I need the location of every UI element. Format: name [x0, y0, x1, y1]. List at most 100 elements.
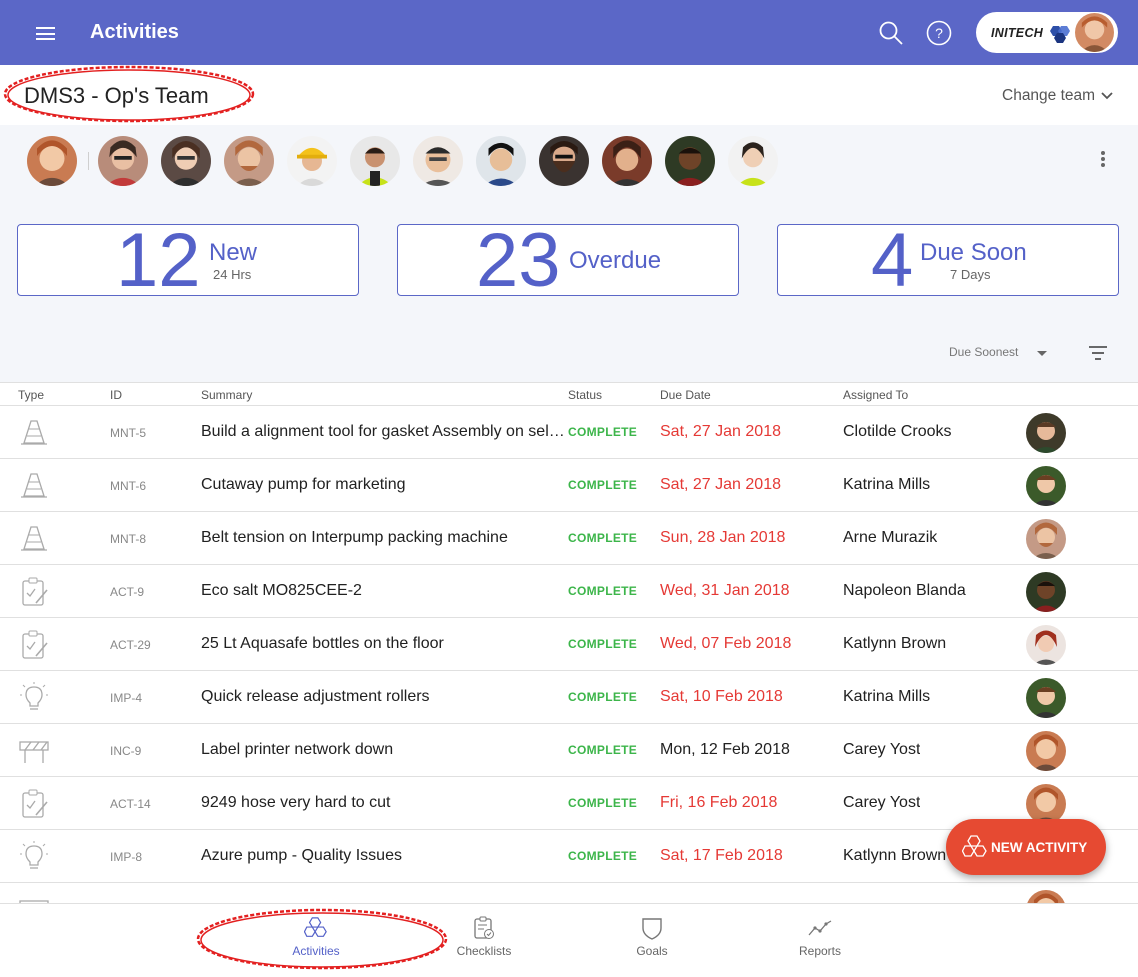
nav-reports[interactable]: Reports [770, 916, 870, 972]
assignee-name: Katrina Mills [843, 476, 931, 493]
sort-select[interactable]: Due Soonest [949, 345, 1019, 359]
stat-value: 12 [116, 218, 201, 303]
table-row[interactable]: MNT-6 Cutaway pump for marketing COMPLET… [0, 459, 1138, 512]
activity-id: ACT-29 [110, 638, 151, 652]
nav-goals[interactable]: Goals [602, 916, 702, 972]
stat-new[interactable]: 12 New 24 Hrs [17, 218, 359, 303]
assignee-avatar [1026, 784, 1066, 824]
search-icon[interactable] [878, 20, 904, 46]
stat-value: 23 [476, 218, 561, 303]
cone-icon [21, 473, 47, 498]
stat-overdue[interactable]: 23 Overdue [397, 218, 739, 303]
table-row[interactable]: MNT-8 Belt tension on Interpump packing … [0, 512, 1138, 565]
activity-summary: 9249 hose very hard to cut [201, 794, 391, 811]
due-date: Sat, 17 Feb 2018 [660, 847, 783, 864]
status-badge: COMPLETE [568, 425, 638, 439]
chevron-down-icon [1101, 92, 1113, 100]
table-row[interactable]: ACT-9 Eco salt MO825CEE-2 COMPLETE Wed, … [0, 565, 1138, 618]
activity-summary: Build a alignment tool for gasket Assemb… [201, 423, 567, 440]
assignee-name: Katlynn Brown [843, 635, 947, 652]
due-date: Wed, 31 Jan 2018 [660, 582, 790, 599]
due-date: Sun, 28 Jan 2018 [660, 529, 786, 546]
member-avatar[interactable] [350, 136, 400, 186]
clipboard-icon [22, 630, 48, 659]
member-avatar[interactable] [728, 136, 778, 186]
activity-id: MNT-5 [110, 426, 146, 440]
new-activity-button[interactable]: NEW ACTIVITY [946, 819, 1106, 875]
cone-icon [21, 420, 47, 445]
stat-label: New [209, 239, 258, 266]
nav-label: Checklists [456, 944, 512, 958]
cone-icon [21, 526, 47, 551]
assignee-name: Katrina Mills [843, 688, 931, 705]
column-header-assigned-to: Assigned To [843, 388, 909, 402]
activity-id: INC-9 [110, 744, 142, 758]
status-badge: COMPLETE [568, 849, 638, 863]
help-icon[interactable]: ? [926, 20, 952, 46]
due-date: Fri, 16 Feb 2018 [660, 794, 778, 811]
change-team-button[interactable]: Change team [1002, 87, 1113, 105]
status-badge: COMPLETE [568, 531, 638, 545]
menu-icon[interactable] [36, 27, 55, 40]
member-avatar[interactable] [476, 136, 526, 186]
table-row[interactable]: IMP-4 Quick release adjustment rollers C… [0, 671, 1138, 724]
stat-label: Due Soon [920, 239, 1027, 266]
column-header-summary: Summary [201, 388, 253, 402]
assignee-name: Arne Murazik [843, 529, 938, 546]
due-date: Sat, 27 Jan 2018 [660, 423, 781, 440]
status-badge: COMPLETE [568, 743, 638, 757]
due-date: Mon, 12 Feb 2018 [660, 741, 790, 758]
svg-text:?: ? [935, 25, 943, 41]
member-avatar[interactable] [413, 136, 463, 186]
dropdown-arrow-icon[interactable] [1037, 351, 1047, 356]
assignee-avatar [1026, 678, 1066, 718]
filter-icon[interactable] [1089, 346, 1107, 360]
divider [88, 152, 89, 170]
hexagons-icon [962, 835, 987, 857]
activity-summary: Label printer network down [201, 741, 394, 758]
assignee-avatar [1026, 731, 1066, 771]
stat-value: 4 [871, 218, 914, 303]
new-activity-label: NEW ACTIVITY [991, 840, 1088, 855]
table-row[interactable]: ACT-14 9249 hose very hard to cut COMPLE… [0, 777, 1138, 830]
member-avatar[interactable] [539, 136, 589, 186]
activity-id: MNT-6 [110, 479, 146, 493]
stat-label: Overdue [569, 247, 662, 274]
member-avatar[interactable] [665, 136, 715, 186]
status-badge: COMPLETE [568, 690, 638, 704]
hexagons-icon [304, 917, 327, 937]
assignee-avatar [1026, 572, 1066, 612]
company-logo-icon [1050, 26, 1070, 43]
table-row[interactable]: ACT-29 25 Lt Aquasafe bottles on the flo… [0, 618, 1138, 671]
table-row[interactable]: MNT-5 Build a alignment tool for gasket … [0, 406, 1138, 459]
status-badge: COMPLETE [568, 796, 638, 810]
team-summary-panel: 12 New 24 Hrs 23 Overdue 4 Due Soon 7 Da… [0, 125, 1138, 382]
member-avatar[interactable] [602, 136, 652, 186]
stat-sublabel: 7 Days [950, 267, 991, 282]
company-logo-text: INITECH [991, 26, 1044, 40]
account-menu[interactable]: INITECH [976, 12, 1118, 53]
nav-activities[interactable]: Activities [266, 916, 366, 972]
member-avatar[interactable] [224, 136, 274, 186]
nav-checklists[interactable]: Checklists [434, 916, 534, 972]
table-header: Type ID Summary Status Due Date Assigned… [0, 382, 1138, 406]
member-avatar[interactable] [161, 136, 211, 186]
status-badge: COMPLETE [568, 478, 638, 492]
stat-due-soon[interactable]: 4 Due Soon 7 Days [777, 218, 1119, 303]
avatar [1075, 13, 1114, 52]
table-row[interactable]: INC-9 Label printer network down COMPLET… [0, 724, 1138, 777]
activity-summary: Cutaway pump for marketing [201, 476, 406, 493]
assignee-avatar [1026, 413, 1066, 453]
assignee-avatar [1026, 625, 1066, 665]
bottom-navigation: Activities Checklists Goals Reports [0, 903, 1138, 977]
assignee-name: Carey Yost [843, 741, 921, 758]
page-title: Activities [90, 21, 179, 43]
clipboard-icon [22, 577, 48, 606]
activity-summary: 25 Lt Aquasafe bottles on the floor [201, 635, 444, 652]
member-avatar[interactable] [287, 136, 337, 186]
activity-id: ACT-9 [110, 585, 145, 599]
member-avatar[interactable] [27, 136, 77, 186]
member-avatar[interactable] [98, 136, 148, 186]
activity-id: ACT-14 [110, 797, 151, 811]
more-vert-icon[interactable] [1097, 151, 1109, 171]
